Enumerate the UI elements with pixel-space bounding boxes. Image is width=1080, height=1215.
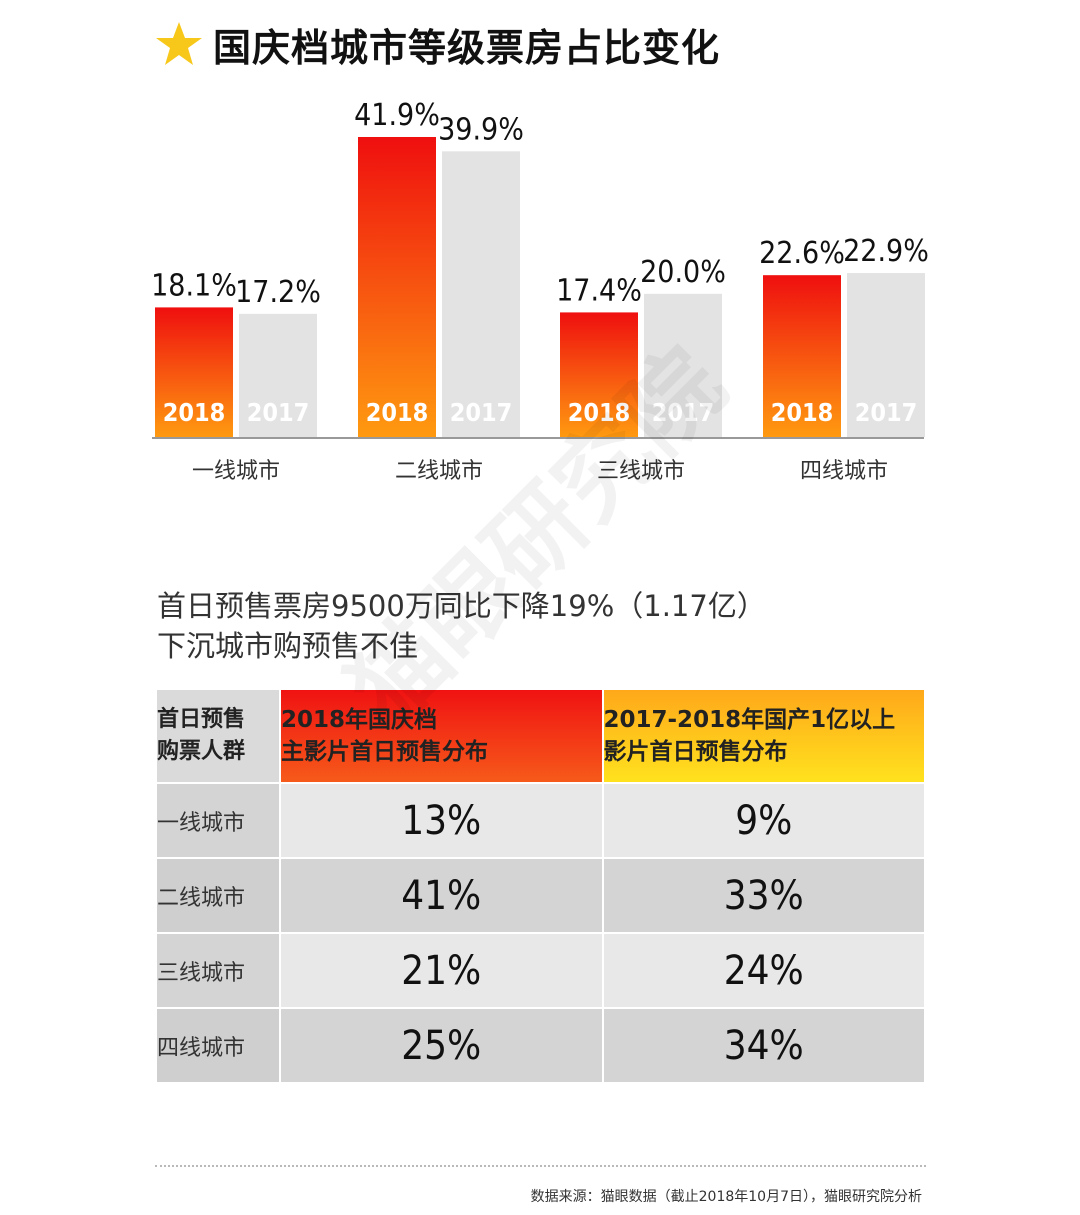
divider [155,1165,926,1167]
table-row: 四线城市 25% 34% [155,1007,926,1084]
value-2017: 24% [601,932,926,1009]
category-label-1: 一线城市 [192,459,280,484]
star-icon [156,22,202,65]
bar-2018-2 [358,136,436,437]
header-2017-2018-line2: 影片首日预售分布 [603,739,788,765]
bar-year-label-2017-3: 2017 [652,398,715,427]
table-row: 二线城市 41% 33% [155,857,926,934]
header-2018-line1: 2018年国庆档 [281,707,438,733]
bar-chart: 18.1% 2018 17.2% 2017 一线城市 41.9% 2018 39.9% 2017… [151,98,929,484]
table-row: 一线城市 13% 9% [155,782,926,859]
category-label-2: 二线城市 [395,459,483,484]
data-label-2017-3: 20.0% [640,255,726,290]
data-label-2018-1: 18.1% [151,268,237,303]
bar-2018-3 [560,312,638,437]
bar-year-label-2018-4: 2018 [771,398,834,427]
table-header-row: 首日预售 购票人群 2018年国庆档 主影片首日预售分布 2017-2018年国… [155,688,926,784]
subtitle-line-2: 下沉城市购预售不佳 [157,629,419,663]
value-2018: 13% [279,782,604,859]
subtitle-line-1: 首日预售票房9500万同比下降19%（1.17亿） [157,589,766,623]
data-label-2017-4: 22.9% [843,234,929,269]
bar-2017-4 [847,273,925,437]
data-label-2018-4: 22.6% [759,236,845,271]
data-label-2018-3: 17.4% [556,273,642,308]
header-2018-line2: 主影片首日预售分布 [281,739,488,765]
row-label: 四线城市 [155,1007,281,1084]
header-2018: 2018年国庆档 主影片首日预售分布 [279,688,604,784]
bar-year-label-2017-1: 2017 [247,398,310,427]
row-label: 二线城市 [155,857,281,934]
bar-year-label-2017-4: 2017 [855,398,918,427]
category-label-3: 三线城市 [597,459,685,484]
bar-year-label-2017-2: 2017 [450,398,513,427]
header-audience-line2: 购票人群 [157,739,246,764]
bar-2018-1 [155,307,233,437]
value-2017: 9% [601,782,926,859]
value-2018: 25% [279,1007,604,1084]
presale-subtitle: 首日预售票房9500万同比下降19%（1.17亿） 下沉城市购预售不佳 [157,586,766,666]
value-2017: 34% [601,1007,926,1084]
bar-2017-2 [442,151,520,437]
source-note: 数据来源：猫眼数据（截止2018年10月7日），猫眼研究院分析 [530,1189,922,1205]
header-audience-line1: 首日预售 [157,707,246,732]
header-2017-2018-line1: 2017-2018年国产1亿以上 [603,707,896,733]
value-2018: 21% [279,932,604,1009]
value-2017: 33% [601,857,926,934]
data-label-2018-2: 41.9% [354,98,440,133]
row-label: 一线城市 [155,782,281,859]
bar-2017-3 [644,293,722,437]
bar-2017-1 [239,313,317,437]
chart-title: 国庆档城市等级票房占比变化 [213,25,721,70]
category-label-4: 四线城市 [800,459,888,484]
data-label-2017-2: 39.9% [438,112,524,147]
value-2018: 41% [279,857,604,934]
presale-table: 首日预售 购票人群 2018年国庆档 主影片首日预售分布 2017-2018年国… [155,688,926,1084]
row-label: 三线城市 [155,932,281,1009]
table-row: 三线城市 21% 24% [155,932,926,1009]
data-label-2017-1: 17.2% [235,275,321,310]
bar-year-label-2018-3: 2018 [568,398,631,427]
title-row: 国庆档城市等级票房占比变化 [155,14,720,74]
header-audience: 首日预售 购票人群 [155,688,281,784]
header-2017-2018: 2017-2018年国产1亿以上 影片首日预售分布 [601,688,926,784]
bar-year-label-2018-1: 2018 [163,398,226,427]
bar-2018-4 [763,275,841,437]
bar-year-label-2018-2: 2018 [366,398,429,427]
